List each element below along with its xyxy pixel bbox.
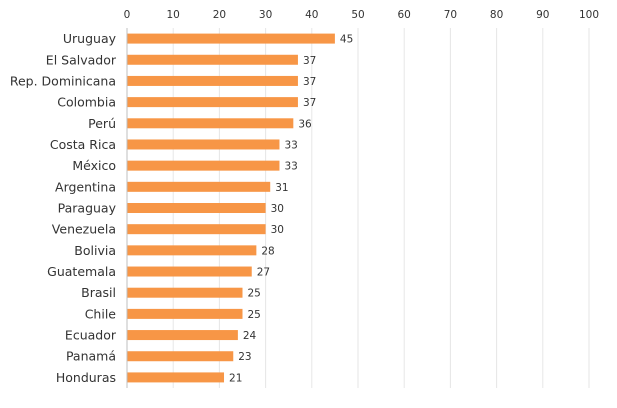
bar [127,372,225,383]
category-label: Rep. Dominicana [10,73,116,88]
x-tick-label: 30 [259,9,272,21]
category-label: Honduras [56,370,116,385]
x-tick-label: 10 [167,9,180,21]
x-tick-label: 70 [444,9,457,21]
x-tick-label: 50 [351,9,364,21]
category-label: Costa Rica [50,137,116,152]
gridlines [172,28,590,388]
data-label: 25 [248,288,261,300]
data-label: 33 [284,139,297,151]
data-label: 33 [284,161,297,173]
category-label: Argentina [55,179,116,194]
data-label: 27 [257,267,270,279]
data-label: 37 [303,97,316,109]
bar [127,54,298,65]
bar [127,118,294,129]
category-label: Brasil [81,285,116,300]
category-label: Colombia [57,95,116,110]
data-label: 25 [248,309,261,321]
bar [127,308,243,319]
bar [127,287,243,298]
data-label: 21 [229,372,242,384]
category-label: Perú [88,116,116,131]
bar [127,245,257,256]
data-label: 45 [340,34,353,46]
category-label: Chile [85,306,117,321]
bar [127,33,335,44]
data-label: 28 [261,245,274,257]
data-label: 23 [238,351,251,363]
bars [127,33,335,383]
category-label: El Salvador [46,52,117,67]
x-tick-label: 80 [490,9,503,21]
category-labels: Uruguay El Salvador Rep. Dominicana Colombi… [10,31,117,385]
x-tick-label: 100 [579,9,599,21]
bar [127,330,238,341]
data-label: 30 [271,203,284,215]
bar [127,139,280,150]
category-label: Guatemala [47,264,116,279]
x-tick-label: 40 [305,9,318,21]
bar [127,224,266,235]
category-label: Ecuador [65,328,117,343]
x-axis-ticks: 0 10 20 30 40 50 60 70 80 90 100 [124,9,599,21]
bar [127,203,266,213]
x-tick-label: 20 [213,9,226,21]
category-label: Uruguay [63,31,117,46]
x-tick-label: 60 [398,9,411,21]
category-label: México [72,158,116,173]
category-label: Bolivia [74,243,116,258]
data-label: 31 [275,182,288,194]
bar [127,181,271,192]
data-label: 30 [271,224,284,236]
bar [127,351,234,362]
bar [127,160,280,171]
x-tick-label: 90 [536,9,549,21]
data-label: 36 [298,118,312,130]
data-label: 37 [303,76,316,88]
category-label: Paraguay [58,201,117,216]
data-label: 37 [303,55,316,67]
data-label: 24 [243,330,257,342]
bar [127,75,298,86]
bar [127,97,298,108]
x-tick-label: 0 [124,9,131,21]
category-label: Panamá [66,349,116,364]
category-label: Venezuela [52,222,116,237]
bar [127,266,252,277]
